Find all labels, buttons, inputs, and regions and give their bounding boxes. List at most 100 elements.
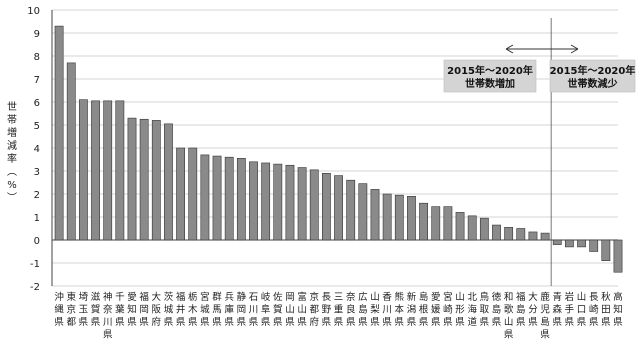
bar	[552, 239, 562, 245]
bar	[431, 206, 441, 241]
bar	[589, 239, 599, 252]
bar	[127, 117, 137, 241]
bar	[200, 154, 210, 241]
y-tick-label: 6	[34, 98, 40, 109]
x-tick-label: 福島県	[516, 291, 526, 328]
x-axis-labels: 沖縄県東京都埼玉県滋賀県神奈川県千葉県愛知県福岡県大阪府茨城県福井県栃木県宮城県…	[54, 291, 623, 339]
x-tick-label: 石川県	[249, 292, 259, 328]
x-tick-label: 三重県	[334, 292, 344, 328]
x-tick-label: 長野県	[322, 292, 332, 328]
bar	[285, 164, 295, 241]
bar	[504, 227, 514, 241]
x-tick-label: 愛媛県	[431, 291, 441, 328]
x-tick-label: 埼玉県	[79, 291, 89, 328]
x-tick-label: 大阪府	[152, 291, 162, 328]
bar	[151, 120, 161, 241]
x-tick-label: 島根県	[419, 291, 429, 328]
bar	[188, 147, 198, 241]
x-tick-label: 鹿児島県	[540, 291, 550, 339]
bar	[236, 158, 246, 241]
x-tick-label: 神奈川県	[103, 291, 113, 339]
y-tick-label: -1	[30, 259, 40, 270]
bar	[103, 100, 113, 241]
bar	[54, 25, 64, 241]
x-tick-label: 鳥取県	[480, 291, 490, 328]
y-tick-label: 2	[34, 190, 40, 201]
bar	[479, 217, 489, 241]
bar	[370, 189, 380, 241]
bars	[54, 25, 623, 273]
bar	[358, 183, 368, 241]
x-tick-label: 栃木県	[188, 291, 198, 328]
bar	[176, 147, 185, 241]
x-tick-label: 新潟県	[407, 291, 417, 328]
x-tick-label: 千葉県	[115, 292, 125, 328]
x-tick-label: 山梨県	[370, 292, 380, 328]
y-tick-label: 3	[34, 167, 40, 178]
bar	[540, 232, 550, 241]
x-tick-label: 宮城県	[200, 291, 210, 328]
x-tick-label: 徳島県	[492, 291, 502, 328]
bar	[382, 193, 392, 241]
x-tick-label: 岡山県	[285, 292, 295, 328]
bar	[613, 239, 623, 273]
x-tick-label: 東京都	[66, 291, 76, 328]
x-tick-label: 山形県	[455, 292, 465, 328]
bar	[273, 163, 283, 241]
increase-annotation-text: 2015年～2020年世帯数増加	[447, 64, 533, 90]
y-axis: -2 -1 0 1 2 3 4 5 6 7 8 9 10	[27, 6, 53, 293]
bar	[164, 123, 173, 241]
bar	[321, 173, 331, 241]
bar	[297, 167, 307, 241]
bar	[407, 196, 416, 241]
y-tick-label: 10	[27, 6, 40, 17]
x-tick-label: 長崎県	[589, 292, 599, 328]
y-axis-title: 世帯増減率︵% ︶	[7, 101, 17, 204]
x-tick-label: 群馬県	[212, 291, 222, 328]
x-tick-label: 岐阜県	[261, 291, 271, 328]
bar	[139, 118, 149, 241]
bar	[455, 212, 465, 241]
bar	[212, 155, 222, 241]
arrow-head-left	[505, 44, 514, 54]
x-tick-label: 奈良県	[346, 291, 356, 328]
y-axis-title: 世帯増減率︵% ︶	[7, 101, 17, 204]
bar	[394, 194, 404, 241]
arrow-head-right	[570, 44, 579, 54]
x-tick-label: 富山県	[297, 291, 307, 328]
grid-lines	[52, 9, 618, 287]
x-tick-label: 兵庫県	[224, 291, 234, 328]
x-tick-label: 岩手県	[565, 291, 575, 328]
x-tick-label: 青森県	[552, 291, 562, 328]
x-tick-label: 高知県	[613, 291, 623, 328]
bar	[443, 206, 453, 241]
bar	[601, 239, 611, 262]
x-tick-label: 熊本県	[395, 291, 405, 328]
x-tick-label: 大分県	[528, 291, 538, 328]
bar	[261, 162, 271, 241]
y-tick-label: -2	[30, 282, 40, 293]
x-tick-label: 滋賀県	[91, 291, 101, 328]
x-tick-label: 福岡県	[139, 291, 149, 328]
bar	[577, 239, 586, 248]
bar	[334, 175, 343, 241]
x-tick-label: 静岡県	[237, 291, 247, 328]
bar	[309, 169, 319, 241]
bar	[419, 202, 428, 241]
bar	[224, 156, 234, 241]
bar	[528, 231, 538, 241]
y-tick-label: 0	[34, 236, 40, 247]
bar	[564, 239, 574, 248]
x-tick-label: 福井県	[176, 291, 186, 328]
decrease-annotation-text: 2015年～2020年世帯数減少	[550, 64, 636, 90]
x-tick-label: 山口県	[577, 292, 587, 328]
x-tick-label: 京都府	[309, 291, 319, 328]
decrease-annotation-box	[549, 59, 636, 93]
y-tick-label: 4	[34, 144, 40, 155]
x-tick-label: 愛知県	[127, 291, 137, 328]
increase-annotation-box	[443, 59, 537, 93]
x-tick-label: 香川県	[382, 292, 392, 328]
bar	[249, 161, 258, 241]
y-tick-label: 8	[34, 52, 40, 63]
